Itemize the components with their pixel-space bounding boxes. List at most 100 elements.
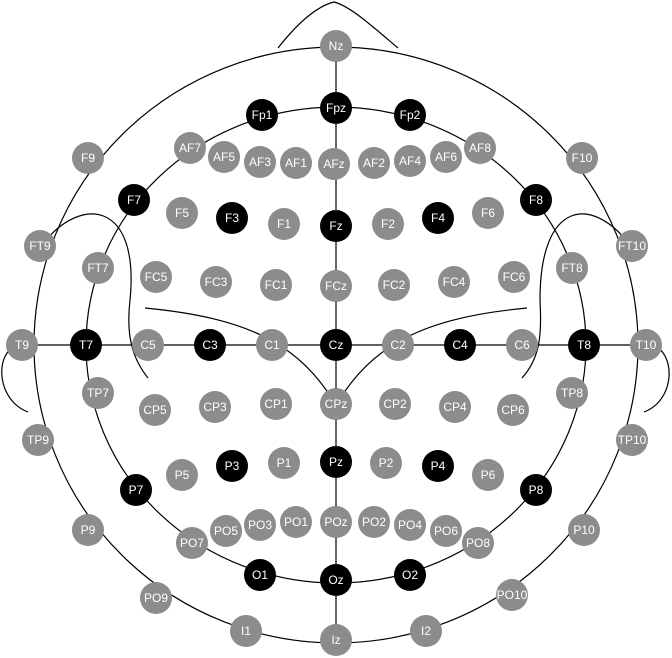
electrode-f4: F4 bbox=[422, 202, 454, 234]
electrode-af6: AF6 bbox=[430, 141, 462, 173]
electrode-label: FT9 bbox=[29, 239, 51, 253]
electrode-marker bbox=[260, 388, 292, 420]
electrode-label: F2 bbox=[381, 217, 395, 231]
electrode-af8: AF8 bbox=[464, 132, 496, 164]
electrode-marker bbox=[616, 230, 648, 262]
electrode-fp2: Fp2 bbox=[394, 99, 426, 131]
electrode-marker bbox=[439, 391, 471, 423]
electrode-f3: F3 bbox=[216, 202, 248, 234]
electrode-label: Nz bbox=[329, 39, 344, 53]
electrode-marker bbox=[462, 527, 494, 559]
electrode-marker bbox=[320, 329, 352, 361]
electrode-p5: P5 bbox=[166, 459, 198, 491]
electrode-label: Pz bbox=[329, 455, 343, 469]
electrode-marker bbox=[70, 329, 102, 361]
electrode-marker bbox=[268, 447, 300, 479]
electrode-marker bbox=[72, 142, 104, 174]
electrode-label: P4 bbox=[431, 459, 446, 473]
electrode-marker bbox=[520, 184, 552, 216]
electrode-label: PO6 bbox=[434, 524, 458, 538]
electrode-marker bbox=[166, 197, 198, 229]
electrode-label: AF5 bbox=[213, 150, 235, 164]
electrode-marker bbox=[120, 474, 152, 506]
electrode-marker bbox=[320, 388, 352, 420]
electrode-ft10: FT10 bbox=[616, 230, 648, 262]
electrode-label: PO10 bbox=[497, 588, 528, 602]
electrode-f9: F9 bbox=[72, 142, 104, 174]
electrode-marker bbox=[497, 394, 529, 426]
electrode-label: TP10 bbox=[618, 433, 647, 447]
electrode-label: I1 bbox=[241, 624, 251, 638]
electrode-tp8: TP8 bbox=[556, 377, 588, 409]
electrode-marker bbox=[244, 509, 276, 541]
electrode-t7: T7 bbox=[70, 329, 102, 361]
electrode-label: C2 bbox=[390, 338, 406, 352]
electrode-marker bbox=[472, 459, 504, 491]
electrode-cp4: CP4 bbox=[439, 391, 471, 423]
electrode-marker bbox=[430, 141, 462, 173]
electrode-marker bbox=[268, 208, 300, 240]
electrode-label: O2 bbox=[402, 568, 418, 582]
electrode-p3: P3 bbox=[216, 450, 248, 482]
electrode-label: T10 bbox=[636, 338, 657, 352]
electrode-po5: PO5 bbox=[210, 515, 242, 547]
electrode-cp6: CP6 bbox=[497, 394, 529, 426]
electrode-marker bbox=[358, 506, 390, 538]
electrode-iz: Iz bbox=[320, 624, 352, 656]
electrode-tp10: TP10 bbox=[616, 424, 648, 456]
electrode-af7: AF7 bbox=[174, 132, 206, 164]
electrode-label: T8 bbox=[577, 338, 591, 352]
electrode-label: Fpz bbox=[326, 101, 346, 115]
electrode-p1: P1 bbox=[268, 447, 300, 479]
electrode-marker bbox=[244, 559, 276, 591]
electrode-marker bbox=[496, 579, 528, 611]
electrode-label: PO2 bbox=[362, 515, 386, 529]
electrode-marker bbox=[430, 515, 462, 547]
electrode-marker bbox=[24, 230, 56, 262]
electrode-marker bbox=[320, 270, 352, 302]
electrode-fc3: FC3 bbox=[200, 266, 232, 298]
electrode-label: PO8 bbox=[466, 536, 490, 550]
electrode-f1: F1 bbox=[268, 208, 300, 240]
electrode-fc6: FC6 bbox=[498, 261, 530, 293]
electrode-fcz: FCz bbox=[320, 270, 352, 302]
electrode-p4: P4 bbox=[422, 450, 454, 482]
electrode-o1: O1 bbox=[244, 559, 276, 591]
electrode-marker bbox=[174, 132, 206, 164]
electrode-label: FCz bbox=[325, 279, 347, 293]
electrode-marker bbox=[438, 266, 470, 298]
electrode-cpz: CPz bbox=[320, 388, 352, 420]
electrode-f8: F8 bbox=[520, 184, 552, 216]
electrode-cz: Cz bbox=[320, 329, 352, 361]
electrode-label: F6 bbox=[481, 206, 495, 220]
electrode-label: AFz bbox=[323, 157, 344, 171]
electrode-label: F8 bbox=[529, 193, 543, 207]
electrode-marker bbox=[118, 184, 150, 216]
electrode-label: F4 bbox=[431, 211, 445, 225]
electrode-p7: P7 bbox=[120, 474, 152, 506]
electrode-marker bbox=[246, 99, 278, 131]
electrode-marker bbox=[556, 377, 588, 409]
electrode-fc1: FC1 bbox=[260, 269, 292, 301]
electrode-marker bbox=[200, 266, 232, 298]
electrode-po10: PO10 bbox=[496, 579, 528, 611]
electrode-fpz: Fpz bbox=[320, 92, 352, 124]
electrode-label: CP6 bbox=[501, 403, 525, 417]
electrode-label: F9 bbox=[81, 151, 95, 165]
electrode-label: C3 bbox=[202, 338, 218, 352]
electrode-marker bbox=[139, 394, 171, 426]
electrode-label: F10 bbox=[572, 151, 593, 165]
electrode-marker bbox=[422, 202, 454, 234]
electrode-p6: P6 bbox=[472, 459, 504, 491]
electrode-label: AF7 bbox=[179, 141, 201, 155]
electrode-poz: POz bbox=[320, 506, 352, 538]
electrode-label: FT7 bbox=[87, 261, 109, 275]
electrode-marker bbox=[498, 261, 530, 293]
electrode-marker bbox=[394, 559, 426, 591]
electrode-label: TP9 bbox=[27, 433, 49, 447]
electrode-cp1: CP1 bbox=[260, 388, 292, 420]
electrode-marker bbox=[320, 92, 352, 124]
electrode-po4: PO4 bbox=[394, 509, 426, 541]
